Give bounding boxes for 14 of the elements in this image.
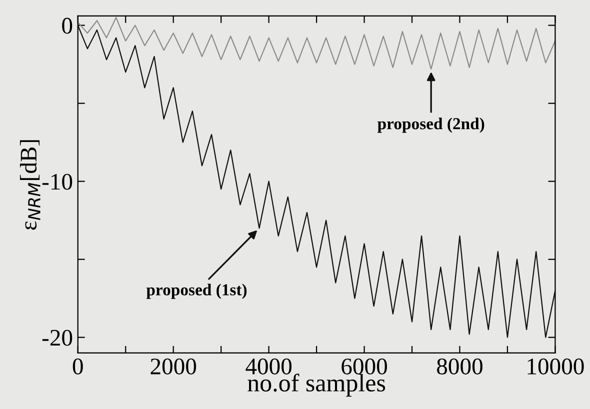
x-tick-label: 10000: [528, 358, 584, 374]
annotation: proposed (2nd): [378, 118, 484, 133]
y-axis-title: ε$_{NRM}$[dB]: [20, 140, 40, 230]
annotation: proposed (1st): [146, 284, 247, 299]
x-axis-title: no.of samples: [248, 374, 386, 397]
y-tick-label: -10: [42, 174, 72, 190]
y-tick-label: -20: [42, 330, 72, 346]
x-tick-label: 8000: [437, 358, 482, 374]
x-tick-label: 2000: [150, 358, 196, 374]
x-tick-label: 0: [72, 358, 83, 374]
x-tick-label: 6000: [342, 358, 387, 374]
line-series: [78, 24, 556, 338]
y-tick-label: 0: [62, 18, 72, 34]
x-tick-label: 4000: [246, 358, 292, 374]
